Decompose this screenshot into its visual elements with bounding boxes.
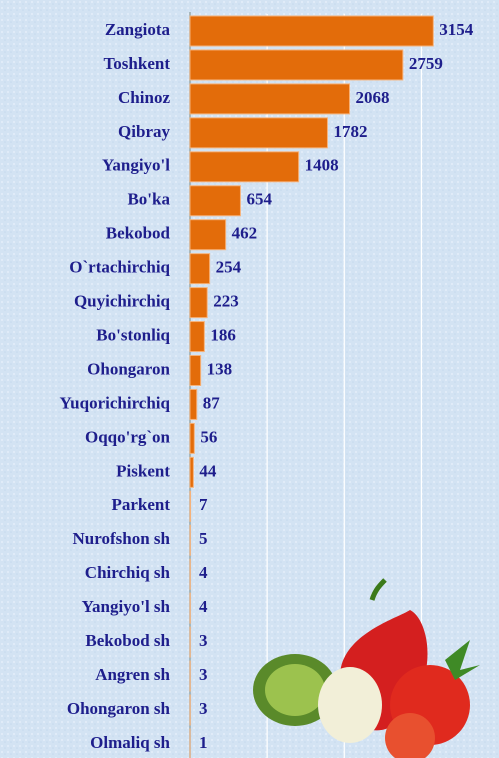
category-label: Parkent xyxy=(111,495,170,514)
bar xyxy=(189,151,300,183)
category-label: Toshkent xyxy=(104,54,171,73)
category-label: Qibray xyxy=(118,122,170,141)
category-label: Nurofshon sh xyxy=(73,529,171,548)
category-label: Chinoz xyxy=(118,88,170,107)
value-label: 223 xyxy=(213,292,239,311)
vegetables xyxy=(253,578,480,758)
bar xyxy=(189,490,192,522)
category-label: Yangiyo'l sh xyxy=(82,597,171,616)
value-label: 87 xyxy=(203,393,221,412)
category-label: Bo'ka xyxy=(127,190,170,209)
value-label: 254 xyxy=(216,258,242,277)
value-label: 138 xyxy=(207,359,233,378)
bar xyxy=(189,219,227,251)
bar xyxy=(189,15,434,47)
category-label: O`rtachirchiq xyxy=(69,258,170,277)
value-label: 2068 xyxy=(356,88,390,107)
value-label: 56 xyxy=(200,427,217,446)
value-label: 1782 xyxy=(333,122,367,141)
value-label: 2759 xyxy=(409,54,443,73)
category-label: Ohongaron sh xyxy=(67,699,171,718)
bar xyxy=(189,253,211,285)
value-label: 462 xyxy=(232,224,258,243)
value-label: 186 xyxy=(210,325,236,344)
category-label: Angren sh xyxy=(95,665,170,684)
bar xyxy=(189,117,328,149)
category-label: Piskent xyxy=(116,461,170,480)
bar xyxy=(189,388,198,420)
category-label: Ohongaron xyxy=(87,359,170,378)
category-label: Quyichirchiq xyxy=(74,292,171,311)
category-label: Bekobod xyxy=(106,224,171,243)
value-label: 4 xyxy=(199,563,208,582)
value-label: 654 xyxy=(246,190,272,209)
value-label: 5 xyxy=(199,529,208,548)
value-label: 1 xyxy=(199,733,208,752)
value-label: 1408 xyxy=(305,156,339,175)
bar xyxy=(189,185,241,217)
category-label: Olmaliq sh xyxy=(90,733,170,752)
value-label: 3154 xyxy=(439,20,474,39)
bar xyxy=(189,321,205,353)
bar xyxy=(189,287,208,319)
category-label: Chirchiq sh xyxy=(85,563,171,582)
value-label: 4 xyxy=(199,597,208,616)
category-label: Oqqo'rg`on xyxy=(85,427,171,446)
category-label: Bo'stonliq xyxy=(96,325,170,344)
value-label: 7 xyxy=(199,495,208,514)
bar xyxy=(189,422,195,454)
category-label: Yuqorichirchiq xyxy=(59,393,170,412)
bar xyxy=(189,49,404,81)
value-label: 44 xyxy=(199,461,217,480)
value-label: 3 xyxy=(199,699,208,718)
value-label: 3 xyxy=(199,631,208,650)
bar xyxy=(189,355,202,386)
category-label: Bekobod sh xyxy=(85,631,170,650)
bar xyxy=(189,83,351,115)
category-label: Zangiota xyxy=(105,20,171,39)
bar xyxy=(189,456,194,488)
category-label: Yangiyo'l xyxy=(102,156,170,175)
value-label: 3 xyxy=(199,665,208,684)
